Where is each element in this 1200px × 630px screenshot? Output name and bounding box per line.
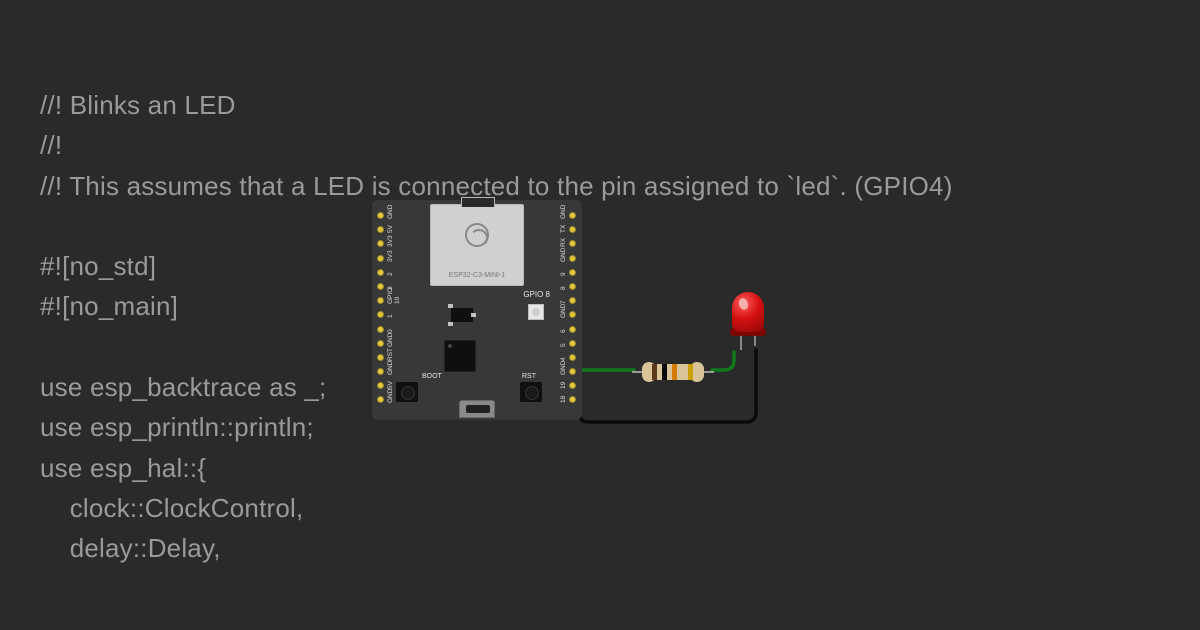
code-line: use esp_println::println;	[40, 412, 314, 442]
led-anode-leg	[740, 336, 742, 350]
code-line: #![no_std]	[40, 251, 156, 281]
resistor-band-2	[662, 364, 667, 380]
onboard-rgb-led	[528, 304, 544, 320]
pin[interactable]	[569, 269, 576, 276]
pin[interactable]	[377, 255, 384, 262]
pin-label: RST	[387, 354, 394, 361]
pin-label: 3V3	[387, 240, 394, 247]
resistor[interactable]	[632, 362, 714, 382]
pin-label: GND	[560, 311, 567, 318]
gpio8-label: GPIO 8	[523, 290, 550, 299]
module-label: ESP32-C3-MINI-1	[431, 272, 523, 279]
pin[interactable]	[377, 326, 384, 333]
pin[interactable]	[569, 297, 576, 304]
code-line: #![no_main]	[40, 291, 178, 321]
rst-label: RST	[522, 373, 536, 380]
pin[interactable]	[569, 212, 576, 219]
pin-label: TX	[560, 226, 567, 233]
pin-label: 5	[560, 340, 567, 347]
resistor-band-3	[672, 364, 677, 380]
micro-usb-port	[459, 400, 495, 418]
reset-button[interactable]	[520, 382, 542, 402]
pin-label: GND	[387, 396, 394, 403]
code-line: delay::Delay,	[40, 533, 221, 563]
pin-label: GND	[560, 255, 567, 262]
pin-label: GND	[387, 368, 394, 375]
pin-label: 4	[560, 354, 567, 361]
pin-header-left	[377, 212, 385, 403]
usb-bridge-chip	[444, 340, 476, 372]
pin-label: 3V3	[387, 255, 394, 262]
pin[interactable]	[377, 340, 384, 347]
pin-label: 8	[560, 283, 567, 290]
pin[interactable]	[569, 382, 576, 389]
code-line: use esp_hal::{	[40, 453, 206, 483]
led-cathode-leg	[754, 336, 756, 346]
pin-label: 9	[560, 269, 567, 276]
pin-label: GND	[387, 212, 394, 219]
pin-label: GND	[560, 212, 567, 219]
pin-label: 19	[560, 382, 567, 389]
pin-labels-right: GND TX RX GND 9 8 7 GND 6 5 4 GND 19 18	[560, 212, 567, 403]
pin-label: 6	[560, 326, 567, 333]
pin[interactable]	[377, 297, 384, 304]
pin-labels-left: GND 5V 3V3 3V3 2 3 GPIO 10 1 0 GND RST G…	[387, 212, 401, 403]
pin[interactable]	[569, 311, 576, 318]
circuit-diagram: GND 5V 3V3 3V3 2 3 GPIO 10 1 0 GND RST G…	[372, 200, 872, 440]
pin[interactable]	[377, 382, 384, 389]
espressif-logo-icon	[465, 223, 489, 247]
pin[interactable]	[569, 396, 576, 403]
pin[interactable]	[569, 283, 576, 290]
pin[interactable]	[377, 368, 384, 375]
pin-label: GND	[387, 340, 394, 347]
code-line: //! This assumes that a LED is connected…	[40, 171, 953, 201]
pin[interactable]	[377, 226, 384, 233]
pin[interactable]	[377, 269, 384, 276]
esp32c3-mini-module: ESP32-C3-MINI-1	[430, 204, 524, 286]
esp32c3-devkit[interactable]: GND 5V 3V3 3V3 2 3 GPIO 10 1 0 GND RST G…	[372, 200, 582, 420]
pin[interactable]	[377, 354, 384, 361]
pin[interactable]	[569, 255, 576, 262]
pin[interactable]	[569, 240, 576, 247]
red-led[interactable]	[730, 292, 766, 352]
pin[interactable]	[377, 212, 384, 219]
pin-label: GPIO 10	[387, 297, 401, 304]
pin-label: 1	[387, 311, 394, 318]
pin[interactable]	[569, 354, 576, 361]
pin[interactable]	[377, 283, 384, 290]
pin-label: 18	[560, 396, 567, 403]
voltage-regulator	[448, 304, 476, 326]
code-line: use esp_backtrace as _;	[40, 372, 326, 402]
pin-header-right	[569, 212, 577, 403]
pin[interactable]	[377, 311, 384, 318]
boot-label: BOOT	[422, 373, 442, 380]
pin[interactable]	[569, 368, 576, 375]
pin-label: 0	[387, 326, 394, 333]
pin[interactable]	[377, 240, 384, 247]
pin-label: 5V	[387, 226, 394, 233]
code-line: clock::ClockControl,	[40, 493, 303, 523]
resistor-band-4	[688, 364, 693, 380]
resistor-band-1	[652, 364, 657, 380]
led-dome	[732, 292, 764, 332]
pin[interactable]	[569, 226, 576, 233]
pin-label: 2	[387, 269, 394, 276]
antenna-icon	[461, 197, 495, 207]
pin[interactable]	[569, 326, 576, 333]
pin-label: RX	[560, 240, 567, 247]
boot-button[interactable]	[396, 382, 418, 402]
pin[interactable]	[569, 340, 576, 347]
pin[interactable]	[377, 396, 384, 403]
code-line: //!	[40, 130, 62, 160]
pin-label: GND	[560, 368, 567, 375]
code-line: //! Blinks an LED	[40, 90, 236, 120]
